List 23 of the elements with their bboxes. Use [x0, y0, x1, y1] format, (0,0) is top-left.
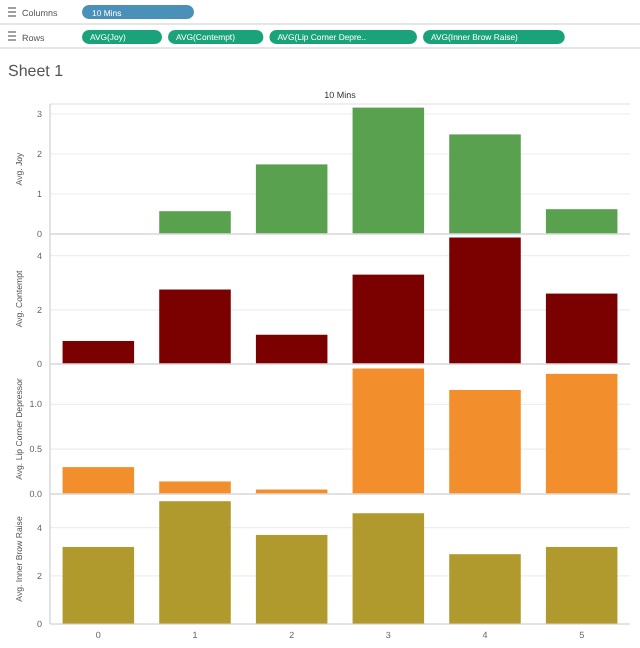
bar: [545, 373, 618, 494]
bar: [449, 554, 521, 624]
bar: [449, 390, 521, 494]
bar: [159, 501, 231, 624]
bar: [449, 237, 521, 364]
bar: [159, 289, 231, 364]
bar: [62, 340, 135, 364]
bar: [352, 107, 425, 234]
bar: [352, 513, 425, 624]
bar: [255, 164, 328, 234]
bar: [159, 211, 231, 234]
bar: [352, 274, 425, 364]
bar: [352, 368, 425, 494]
bar: [62, 467, 135, 494]
bar: [255, 534, 328, 624]
bar: [159, 481, 231, 494]
bar: [545, 546, 618, 624]
bar: [255, 334, 328, 364]
bar: [449, 134, 521, 234]
bar: [545, 293, 618, 364]
bar: [545, 209, 618, 234]
chart-title: Sheet 1: [8, 62, 65, 80]
bar: [62, 546, 135, 624]
